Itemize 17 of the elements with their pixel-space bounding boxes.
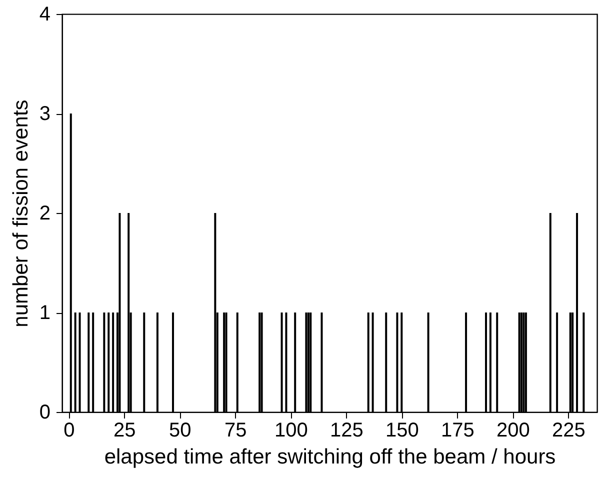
x-tick-label: 150 — [385, 420, 419, 442]
y-tick-label: 3 — [39, 103, 50, 125]
x-tick-label: 225 — [552, 420, 586, 442]
x-tick-label: 75 — [224, 420, 247, 442]
y-axis-title: number of fission events — [9, 100, 32, 328]
y-tick-label: 0 — [39, 402, 50, 424]
y-tick-label: 4 — [39, 4, 50, 26]
x-tick-label: 0 — [64, 420, 75, 442]
y-tick-label: 2 — [39, 202, 50, 224]
x-tick-label: 50 — [169, 420, 192, 442]
x-tick-label: 25 — [114, 420, 136, 442]
y-tick-label: 1 — [39, 302, 50, 324]
x-axis-title: elapsed time after switching off the beam / hours — [104, 446, 556, 468]
x-tick-label: 200 — [496, 420, 530, 442]
x-tick-label: 175 — [440, 420, 474, 442]
x-tick-label: 125 — [330, 420, 364, 442]
x-tick-label: 100 — [274, 420, 308, 442]
